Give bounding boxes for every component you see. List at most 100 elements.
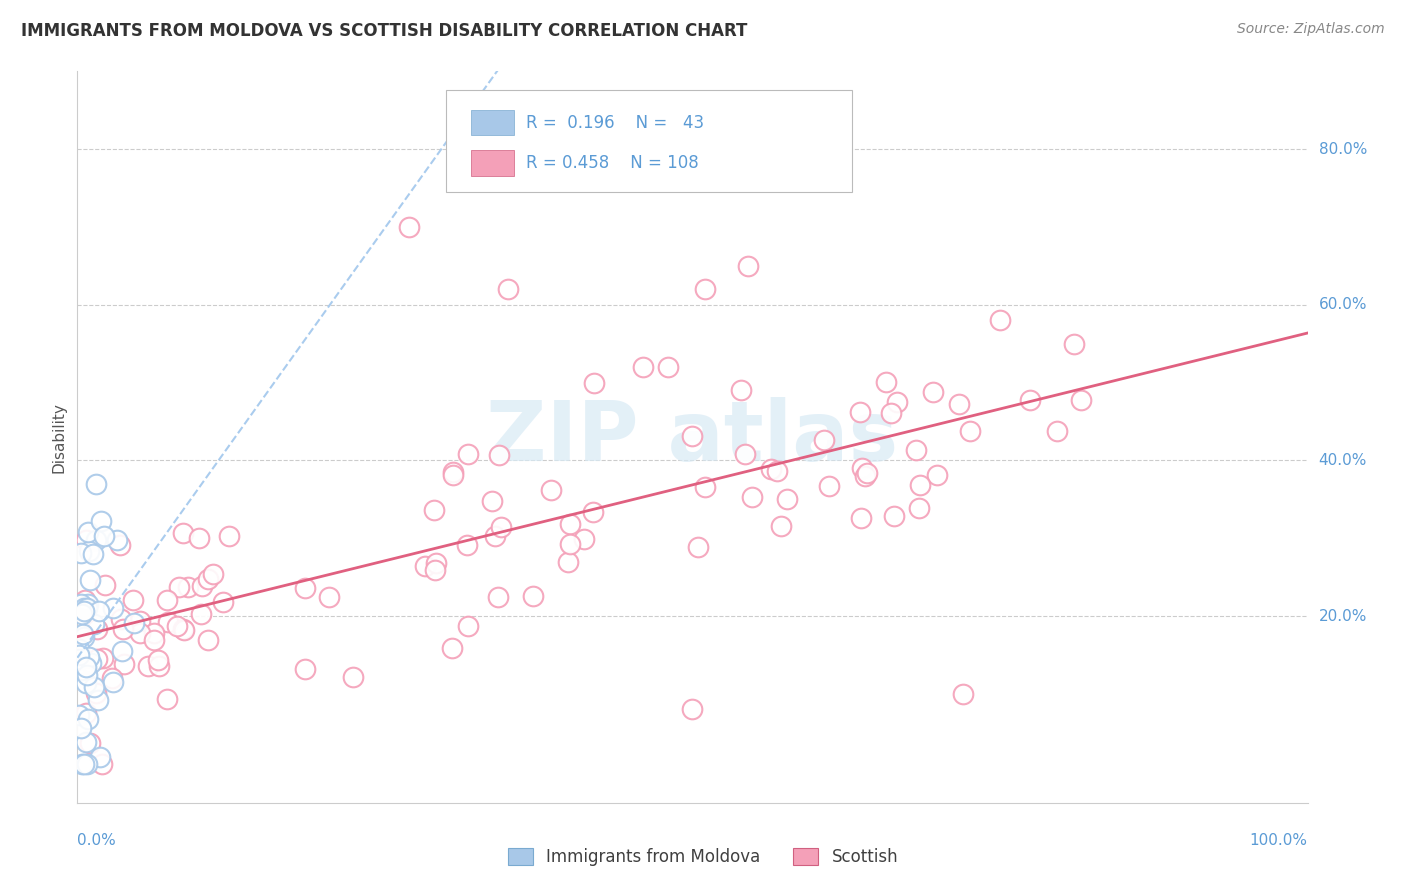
Point bbox=[560, 537, 582, 551]
Point bbox=[112, 657, 135, 671]
Point bbox=[921, 384, 943, 399]
Point bbox=[75, 533, 97, 548]
Text: IMMIGRANTS FROM MOLDOVA VS SCOTTISH DISABILITY CORRELATION CHART: IMMIGRANTS FROM MOLDOVA VS SCOTTISH DISA… bbox=[21, 22, 748, 40]
Point bbox=[122, 615, 145, 630]
Point bbox=[342, 670, 364, 684]
Point bbox=[190, 579, 212, 593]
Point bbox=[457, 446, 479, 460]
Point bbox=[76, 667, 98, 681]
Point bbox=[67, 707, 90, 722]
Point bbox=[851, 461, 873, 475]
Point bbox=[582, 505, 605, 519]
Point bbox=[633, 359, 655, 374]
Point bbox=[218, 529, 240, 543]
Point bbox=[187, 531, 209, 545]
Point bbox=[75, 706, 97, 720]
Point bbox=[83, 680, 105, 694]
Point bbox=[1046, 424, 1069, 438]
Point bbox=[73, 592, 96, 607]
Point bbox=[212, 594, 235, 608]
Point bbox=[73, 601, 96, 615]
Point bbox=[1019, 392, 1042, 407]
Point bbox=[557, 555, 579, 569]
Point bbox=[574, 532, 596, 546]
Point bbox=[110, 538, 132, 552]
Point bbox=[79, 735, 101, 749]
Point bbox=[82, 547, 104, 561]
Point bbox=[856, 466, 879, 480]
Point bbox=[776, 492, 799, 507]
Point bbox=[883, 509, 905, 524]
Point bbox=[441, 467, 464, 482]
Point bbox=[425, 556, 447, 570]
Point bbox=[157, 615, 180, 629]
Point bbox=[136, 658, 159, 673]
Bar bbox=[471, 110, 515, 136]
Y-axis label: Disability: Disability bbox=[51, 401, 66, 473]
Point bbox=[76, 600, 98, 615]
Point bbox=[851, 511, 873, 525]
Point bbox=[89, 750, 111, 764]
Point bbox=[84, 685, 107, 699]
Point bbox=[86, 652, 108, 666]
Point bbox=[84, 533, 107, 547]
Point bbox=[813, 433, 835, 447]
Point bbox=[398, 219, 420, 234]
Text: 80.0%: 80.0% bbox=[1319, 142, 1367, 157]
Point bbox=[77, 650, 100, 665]
Point bbox=[905, 442, 928, 457]
Point bbox=[948, 397, 970, 411]
Point bbox=[770, 519, 793, 533]
Point bbox=[146, 653, 169, 667]
Point bbox=[818, 478, 841, 492]
Point bbox=[79, 574, 101, 588]
Point bbox=[558, 517, 581, 532]
Point bbox=[988, 312, 1011, 326]
Point bbox=[129, 614, 152, 628]
Point bbox=[908, 478, 931, 492]
Point bbox=[876, 376, 898, 390]
Point bbox=[75, 676, 97, 690]
Point bbox=[70, 756, 93, 771]
Point bbox=[172, 622, 194, 636]
Point bbox=[908, 500, 931, 515]
Point bbox=[488, 448, 510, 462]
Point bbox=[681, 429, 703, 443]
Point bbox=[70, 597, 93, 611]
Point bbox=[101, 600, 124, 615]
Point bbox=[84, 476, 107, 491]
Point bbox=[886, 395, 908, 409]
Point bbox=[93, 529, 115, 543]
Point bbox=[69, 722, 91, 736]
Point bbox=[72, 627, 94, 641]
Point bbox=[657, 359, 679, 374]
Point bbox=[456, 538, 478, 552]
Text: 20.0%: 20.0% bbox=[1319, 608, 1367, 624]
Point bbox=[522, 589, 544, 603]
Point bbox=[737, 259, 759, 273]
Point bbox=[166, 619, 188, 633]
Point bbox=[693, 282, 716, 296]
Point bbox=[128, 626, 150, 640]
Point bbox=[77, 712, 100, 726]
Text: R = 0.458    N = 108: R = 0.458 N = 108 bbox=[526, 153, 699, 172]
Point bbox=[880, 406, 903, 420]
Point bbox=[457, 619, 479, 633]
Point bbox=[1070, 392, 1092, 407]
Point bbox=[177, 580, 200, 594]
Point bbox=[101, 674, 124, 689]
Point bbox=[156, 691, 179, 706]
Text: 0.0%: 0.0% bbox=[77, 833, 117, 848]
Point bbox=[91, 651, 114, 665]
Point bbox=[765, 464, 787, 478]
Point bbox=[197, 633, 219, 648]
Point bbox=[486, 591, 509, 605]
Point bbox=[423, 503, 446, 517]
Point bbox=[93, 577, 115, 591]
Point bbox=[77, 543, 100, 558]
Point bbox=[110, 644, 132, 658]
Point bbox=[682, 702, 704, 716]
Point bbox=[441, 465, 464, 479]
Point bbox=[75, 660, 97, 674]
Point bbox=[142, 625, 165, 640]
